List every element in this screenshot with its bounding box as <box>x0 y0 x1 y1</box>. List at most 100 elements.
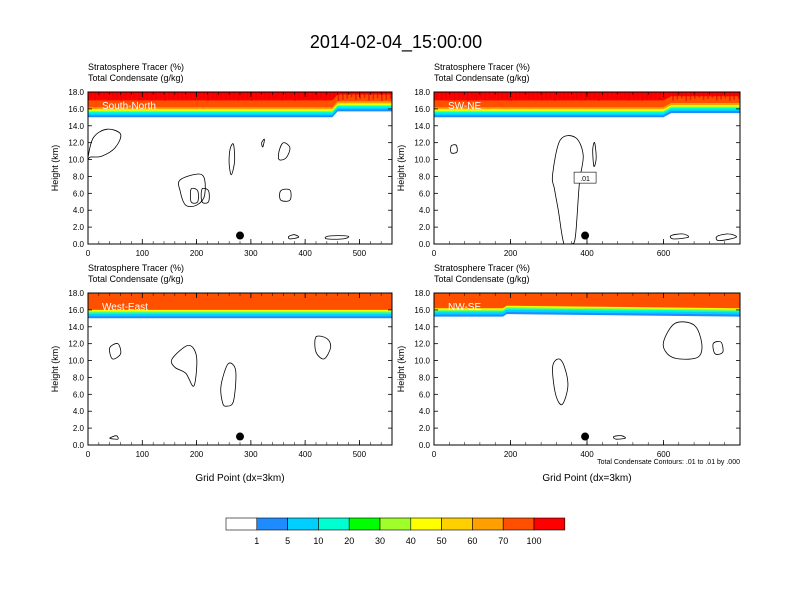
tracer-streak <box>207 92 209 101</box>
tracer-streak <box>385 92 388 100</box>
y-tick-label: 4.0 <box>73 407 85 416</box>
tracer-streak <box>685 92 687 101</box>
tracer-streak <box>255 92 257 100</box>
y-axis-label: Height (km) <box>396 145 406 192</box>
tracer-streak <box>276 92 279 98</box>
x-tick-label: 0 <box>86 249 91 258</box>
plot-area <box>88 92 392 240</box>
tracer-streak <box>702 92 705 101</box>
tracer-streak <box>337 92 340 101</box>
tracer-streak <box>493 92 495 98</box>
colorbar-label: 40 <box>406 536 416 546</box>
condensate-contour <box>715 233 737 242</box>
colorbar-swatch <box>441 517 473 531</box>
tracer-streak <box>250 92 253 101</box>
tracer-streak <box>220 92 223 98</box>
tracer-streak <box>593 92 596 99</box>
tracer-streak <box>272 92 275 100</box>
tracer-streak <box>307 92 309 98</box>
tracer-streak <box>514 92 517 100</box>
contour-label: .01 <box>580 176 590 183</box>
condensate-contour <box>261 138 265 148</box>
panel-name: South-North <box>102 101 156 112</box>
y-tick-label: 4.0 <box>419 206 431 215</box>
tracer-streak <box>268 92 270 101</box>
tracer-streak <box>368 92 370 101</box>
panel-title-tracer: Stratosphere Tracer (%) <box>88 62 184 72</box>
panel-title-tracer: Stratosphere Tracer (%) <box>434 62 530 72</box>
colorbar-swatch <box>379 517 412 531</box>
tracer-streak <box>94 92 97 101</box>
tracer-streak <box>737 92 740 99</box>
tracer-streak <box>523 92 526 98</box>
tracer-streak <box>646 92 648 100</box>
tracer-streak <box>129 92 131 99</box>
tracer-streak <box>449 92 451 98</box>
x-tick-label: 200 <box>504 450 518 459</box>
y-tick-label: 12.0 <box>68 139 84 148</box>
condensate-contour <box>552 358 569 406</box>
location-marker <box>236 231 244 240</box>
y-tick-label: 6.0 <box>419 189 431 198</box>
y-tick-label: 14.0 <box>68 323 84 332</box>
tracer-streak <box>453 92 456 101</box>
colorbar-label: 5 <box>285 536 290 546</box>
panel-title-condensate: Total Condensate (g/kg) <box>88 274 184 284</box>
y-tick-label: 18.0 <box>68 289 84 298</box>
tracer-streak <box>263 92 266 98</box>
tracer-streak <box>676 92 679 100</box>
y-tick-label: 4.0 <box>419 407 431 416</box>
tracer-streak <box>584 92 587 101</box>
y-tick-label: 0.0 <box>419 441 431 450</box>
panel-title-condensate: Total Condensate (g/kg) <box>434 73 530 83</box>
colorbar-swatch <box>287 517 319 531</box>
condensate-contour <box>88 128 122 160</box>
tracer-streak <box>711 92 714 98</box>
tracer-streak <box>672 92 674 101</box>
panel-title-tracer: Stratosphere Tracer (%) <box>434 263 530 273</box>
tracer-streak <box>194 92 196 101</box>
contour-label-box <box>573 171 597 184</box>
tracer-streak <box>177 92 179 98</box>
condensate-contour <box>314 335 332 360</box>
panel-title-tracer: Stratosphere Tracer (%) <box>88 263 184 273</box>
tracer-streak <box>133 92 136 98</box>
tracer-streak <box>316 92 318 100</box>
x-tick-label: 100 <box>136 450 150 459</box>
x-tick-label: 0 <box>86 450 91 459</box>
y-axis-label: Height (km) <box>50 145 60 192</box>
y-tick-label: 10.0 <box>68 357 84 366</box>
condensate-contour <box>662 321 703 360</box>
tracer-streak <box>632 92 635 100</box>
x-tick-label: 100 <box>136 249 150 258</box>
tracer-streak <box>237 92 240 101</box>
x-tick-label: 600 <box>657 450 671 459</box>
tracer-streak <box>216 92 218 99</box>
tracer-streak <box>155 92 157 100</box>
condensate-contour <box>669 233 690 240</box>
plot-area <box>434 293 740 441</box>
colorbar-label: 100 <box>526 536 541 546</box>
tracer-streak <box>285 92 288 100</box>
tracer-streak <box>619 92 622 100</box>
location-marker <box>581 231 590 240</box>
tracer-streak <box>289 92 292 99</box>
tracer-streak <box>294 92 296 101</box>
condensate-contour <box>220 362 237 407</box>
condensate-contour <box>592 142 597 167</box>
tracer-streak <box>466 92 469 101</box>
y-tick-label: 14.0 <box>414 323 430 332</box>
tracer-streak <box>654 92 657 98</box>
x-tick-label: 400 <box>580 249 594 258</box>
y-tick-label: 10.0 <box>68 156 84 165</box>
tracer-streak <box>510 92 513 101</box>
tracer-streak <box>698 92 701 98</box>
tracer-streak <box>120 92 123 101</box>
y-tick-label: 14.0 <box>68 122 84 131</box>
tracer-streak <box>151 92 153 101</box>
y-tick-label: 8.0 <box>419 373 431 382</box>
tracer-streak <box>602 92 604 100</box>
tracer-streak <box>103 92 105 98</box>
tracer-streak <box>159 92 162 99</box>
